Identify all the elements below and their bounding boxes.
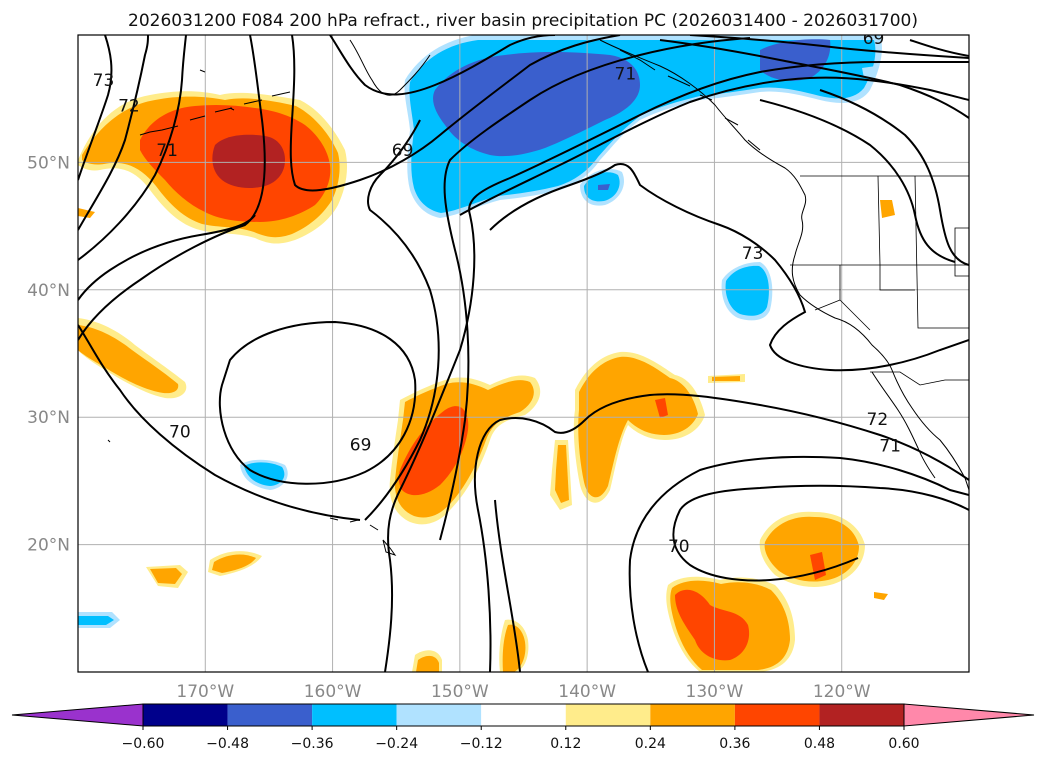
contour-label: 73 [742,244,764,264]
contour-label: 69 [863,29,885,49]
contour-70-west [78,35,266,341]
colorbar-tick-label: −0.24 [375,736,418,752]
colorbar-segment [565,704,651,726]
political-borders [790,175,969,386]
colorbar-tick-label: −0.60 [122,736,165,752]
colorbar-segment [396,704,482,726]
contour-69-loop [218,320,417,485]
contour-73-west [78,35,113,181]
colorbar-segment [312,704,397,726]
colorbar-tick-label: −0.12 [460,736,503,752]
coastline-hawaii [329,517,397,556]
lon-tick-label: 130°W [686,682,744,702]
contour-label: 70 [169,423,191,443]
colorbar-tick-label: 0.60 [888,736,919,752]
colorbar-tick-label: 0.48 [804,736,835,752]
colorbar-extend-max [903,703,1035,727]
lat-tick-label: 20°N [27,536,70,556]
lon-tick-label: 140°W [558,682,616,702]
contour-70-north [289,35,621,192]
latitude-tick-labels: 20°N 30°N 40°N 50°N [27,153,70,555]
colorbar: −0.60 −0.48 −0.36 −0.24 −0.12 0.12 0.24 0.36 0.4… [11,703,1035,752]
coastline-north-america [599,39,969,491]
contour-71-west [78,35,187,261]
lon-tick-label: 120°W [813,682,871,702]
colorbar-tick-label: 0.36 [719,736,750,752]
contour-72-west [78,35,149,231]
contour-label: 72 [118,96,140,116]
coastline-baja [871,371,936,479]
colorbar-frame [142,703,905,727]
colorbar-tick-label: 0.24 [635,736,666,752]
lon-tick-label: 160°W [304,682,362,702]
contour-label: 69 [392,141,414,161]
contour-label: 71 [615,65,637,85]
figure-title: 2026031200 F084 200 hPa refract., river … [128,11,918,31]
contour-label: 71 [879,437,901,457]
contour-label: 72 [867,410,889,430]
contour-label: 70 [668,537,690,557]
contour-label: 73 [93,71,115,91]
colorbar-extend-min [11,703,144,727]
lon-tick-label: 170°W [176,682,234,702]
colorbar-segment [734,704,820,726]
contour-70-south [78,324,361,521]
colorbar-segment [143,704,228,726]
lat-tick-label: 40°N [27,281,70,301]
map-frame [77,34,970,673]
contour-label: 69 [350,435,372,455]
colorbar-segment [227,704,313,726]
colorbar-tick-label: 0.12 [550,736,581,752]
longitude-tick-labels: 170°W 160°W 150°W 140°W 130°W 120°W [176,682,870,702]
colorbar-tick-label: −0.48 [206,736,249,752]
lat-tick-label: 30°N [27,408,70,428]
lon-tick-label: 150°W [431,682,489,702]
colorbar-segment [650,704,735,726]
lat-tick-label: 50°N [27,153,70,173]
shaded-precip-field [78,35,895,672]
colorbar-segment [819,704,904,726]
geopotential-contours [78,35,969,672]
colorbar-segment [481,704,566,726]
colorbar-tick-label: −0.36 [291,736,334,752]
coastline-aleutians [139,91,291,136]
coastlines [107,39,969,556]
contour-label: 71 [156,141,178,161]
border-us-mexico [870,371,969,386]
contour-69-main [364,119,440,521]
contour-69-north [329,35,556,96]
